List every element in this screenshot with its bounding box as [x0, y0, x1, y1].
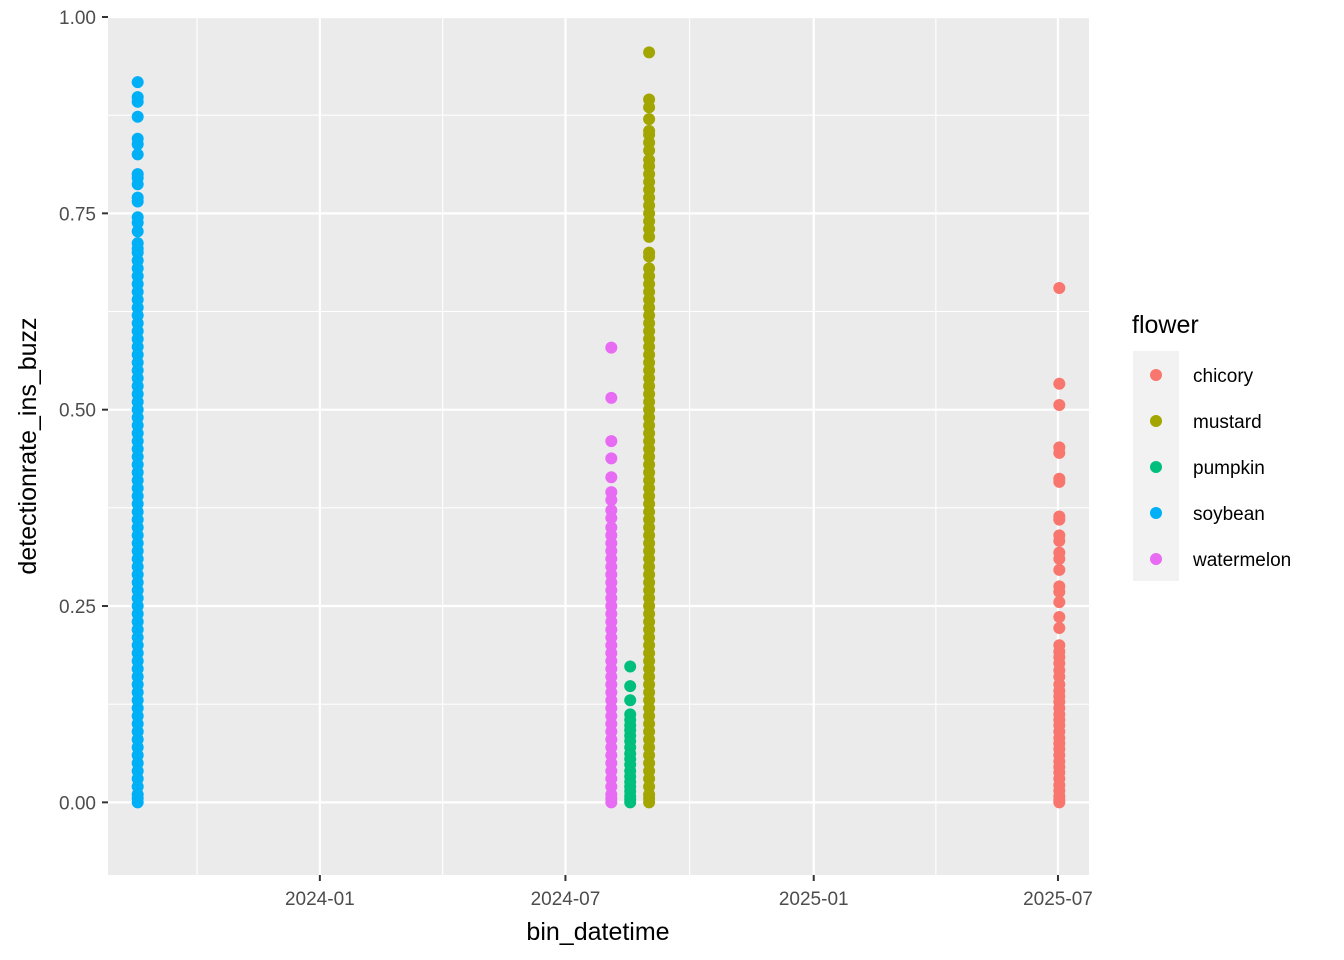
legend-label-soybean: soybean: [1193, 504, 1265, 525]
data-point-soybean: [131, 216, 144, 229]
data-point-watermelon: [605, 391, 618, 404]
data-point-soybean: [131, 225, 144, 238]
data-point-soybean: [131, 178, 144, 191]
data-point-watermelon: [605, 435, 618, 448]
data-point-mustard: [643, 796, 656, 809]
data-point-chicory: [1053, 513, 1066, 526]
data-point-soybean: [131, 148, 144, 161]
data-points: [131, 46, 1066, 809]
data-point-mustard: [643, 250, 656, 263]
data-point-mustard: [643, 113, 656, 126]
data-point-chicory: [1053, 534, 1066, 547]
data-point-watermelon: [605, 512, 618, 525]
data-point-chicory: [1053, 563, 1066, 576]
x-tick-label: 2024-01: [285, 889, 355, 910]
legend-label-chicory: chicory: [1193, 366, 1254, 387]
legend-title: flower: [1132, 311, 1199, 339]
legend-key-mustard: [1150, 415, 1162, 427]
legend-label-watermelon: watermelon: [1192, 550, 1291, 571]
data-point-pumpkin: [624, 694, 637, 707]
data-point-watermelon: [605, 493, 618, 506]
y-tick-label: 0.25: [59, 597, 96, 618]
legend-key-pumpkin: [1150, 461, 1162, 473]
data-point-watermelon: [605, 341, 618, 354]
y-tick-label: 0.75: [59, 204, 96, 225]
legend-label-pumpkin: pumpkin: [1193, 458, 1265, 479]
y-tick-label: 0.50: [59, 401, 96, 422]
data-point-chicory: [1053, 622, 1066, 635]
data-point-pumpkin: [624, 796, 637, 809]
data-point-soybean: [131, 76, 144, 89]
legend-label-mustard: mustard: [1193, 412, 1262, 433]
data-point-chicory: [1053, 398, 1066, 411]
legend-key-chicory: [1150, 369, 1162, 381]
data-point-mustard: [643, 46, 656, 59]
data-point-soybean: [131, 110, 144, 123]
data-point-chicory: [1053, 377, 1066, 390]
legend-key-watermelon: [1150, 553, 1162, 565]
major-gridlines: [108, 15, 1089, 875]
x-axis: 2024-01 2024-07 2025-01 2025-07: [285, 875, 1093, 910]
data-point-chicory: [1053, 475, 1066, 488]
data-point-chicory: [1053, 281, 1066, 294]
data-point-soybean: [131, 95, 144, 108]
data-point-soybean: [131, 796, 144, 809]
data-point-chicory: [1053, 585, 1066, 598]
data-point-pumpkin: [624, 680, 637, 693]
data-point-watermelon: [605, 471, 618, 484]
data-point-chicory: [1053, 611, 1066, 624]
data-point-chicory: [1053, 796, 1066, 809]
y-axis-title: detectionrate_ins_buzz: [14, 317, 42, 574]
data-point-soybean: [131, 138, 144, 151]
x-tick-label: 2025-01: [779, 889, 849, 910]
plot-panel: [108, 17, 1089, 875]
data-point-watermelon: [605, 452, 618, 465]
data-point-chicory: [1053, 596, 1066, 609]
x-tick-label: 2024-07: [531, 889, 601, 910]
y-tick-label: 0.00: [59, 793, 96, 814]
data-point-watermelon: [605, 796, 618, 809]
data-point-pumpkin: [624, 660, 637, 673]
legend-key-soybean: [1150, 507, 1162, 519]
data-point-mustard: [643, 101, 656, 114]
data-point-chicory: [1053, 446, 1066, 459]
x-axis-title: bin_datetime: [526, 918, 669, 946]
x-tick-label: 2025-07: [1023, 889, 1093, 910]
data-point-soybean: [131, 195, 144, 208]
y-axis: 0.00 0.25 0.50 0.75 1.00: [59, 8, 108, 814]
minor-gridlines: [108, 17, 1089, 875]
data-point-mustard: [643, 230, 656, 243]
legend: flower chicory mustard pumpkin soybean water…: [1132, 311, 1291, 581]
data-point-chicory: [1053, 552, 1066, 565]
y-tick-label: 1.00: [59, 8, 96, 29]
legend-items: chicory mustard pumpkin soybean watermelon: [1150, 366, 1291, 571]
data-point-mustard: [643, 144, 656, 157]
